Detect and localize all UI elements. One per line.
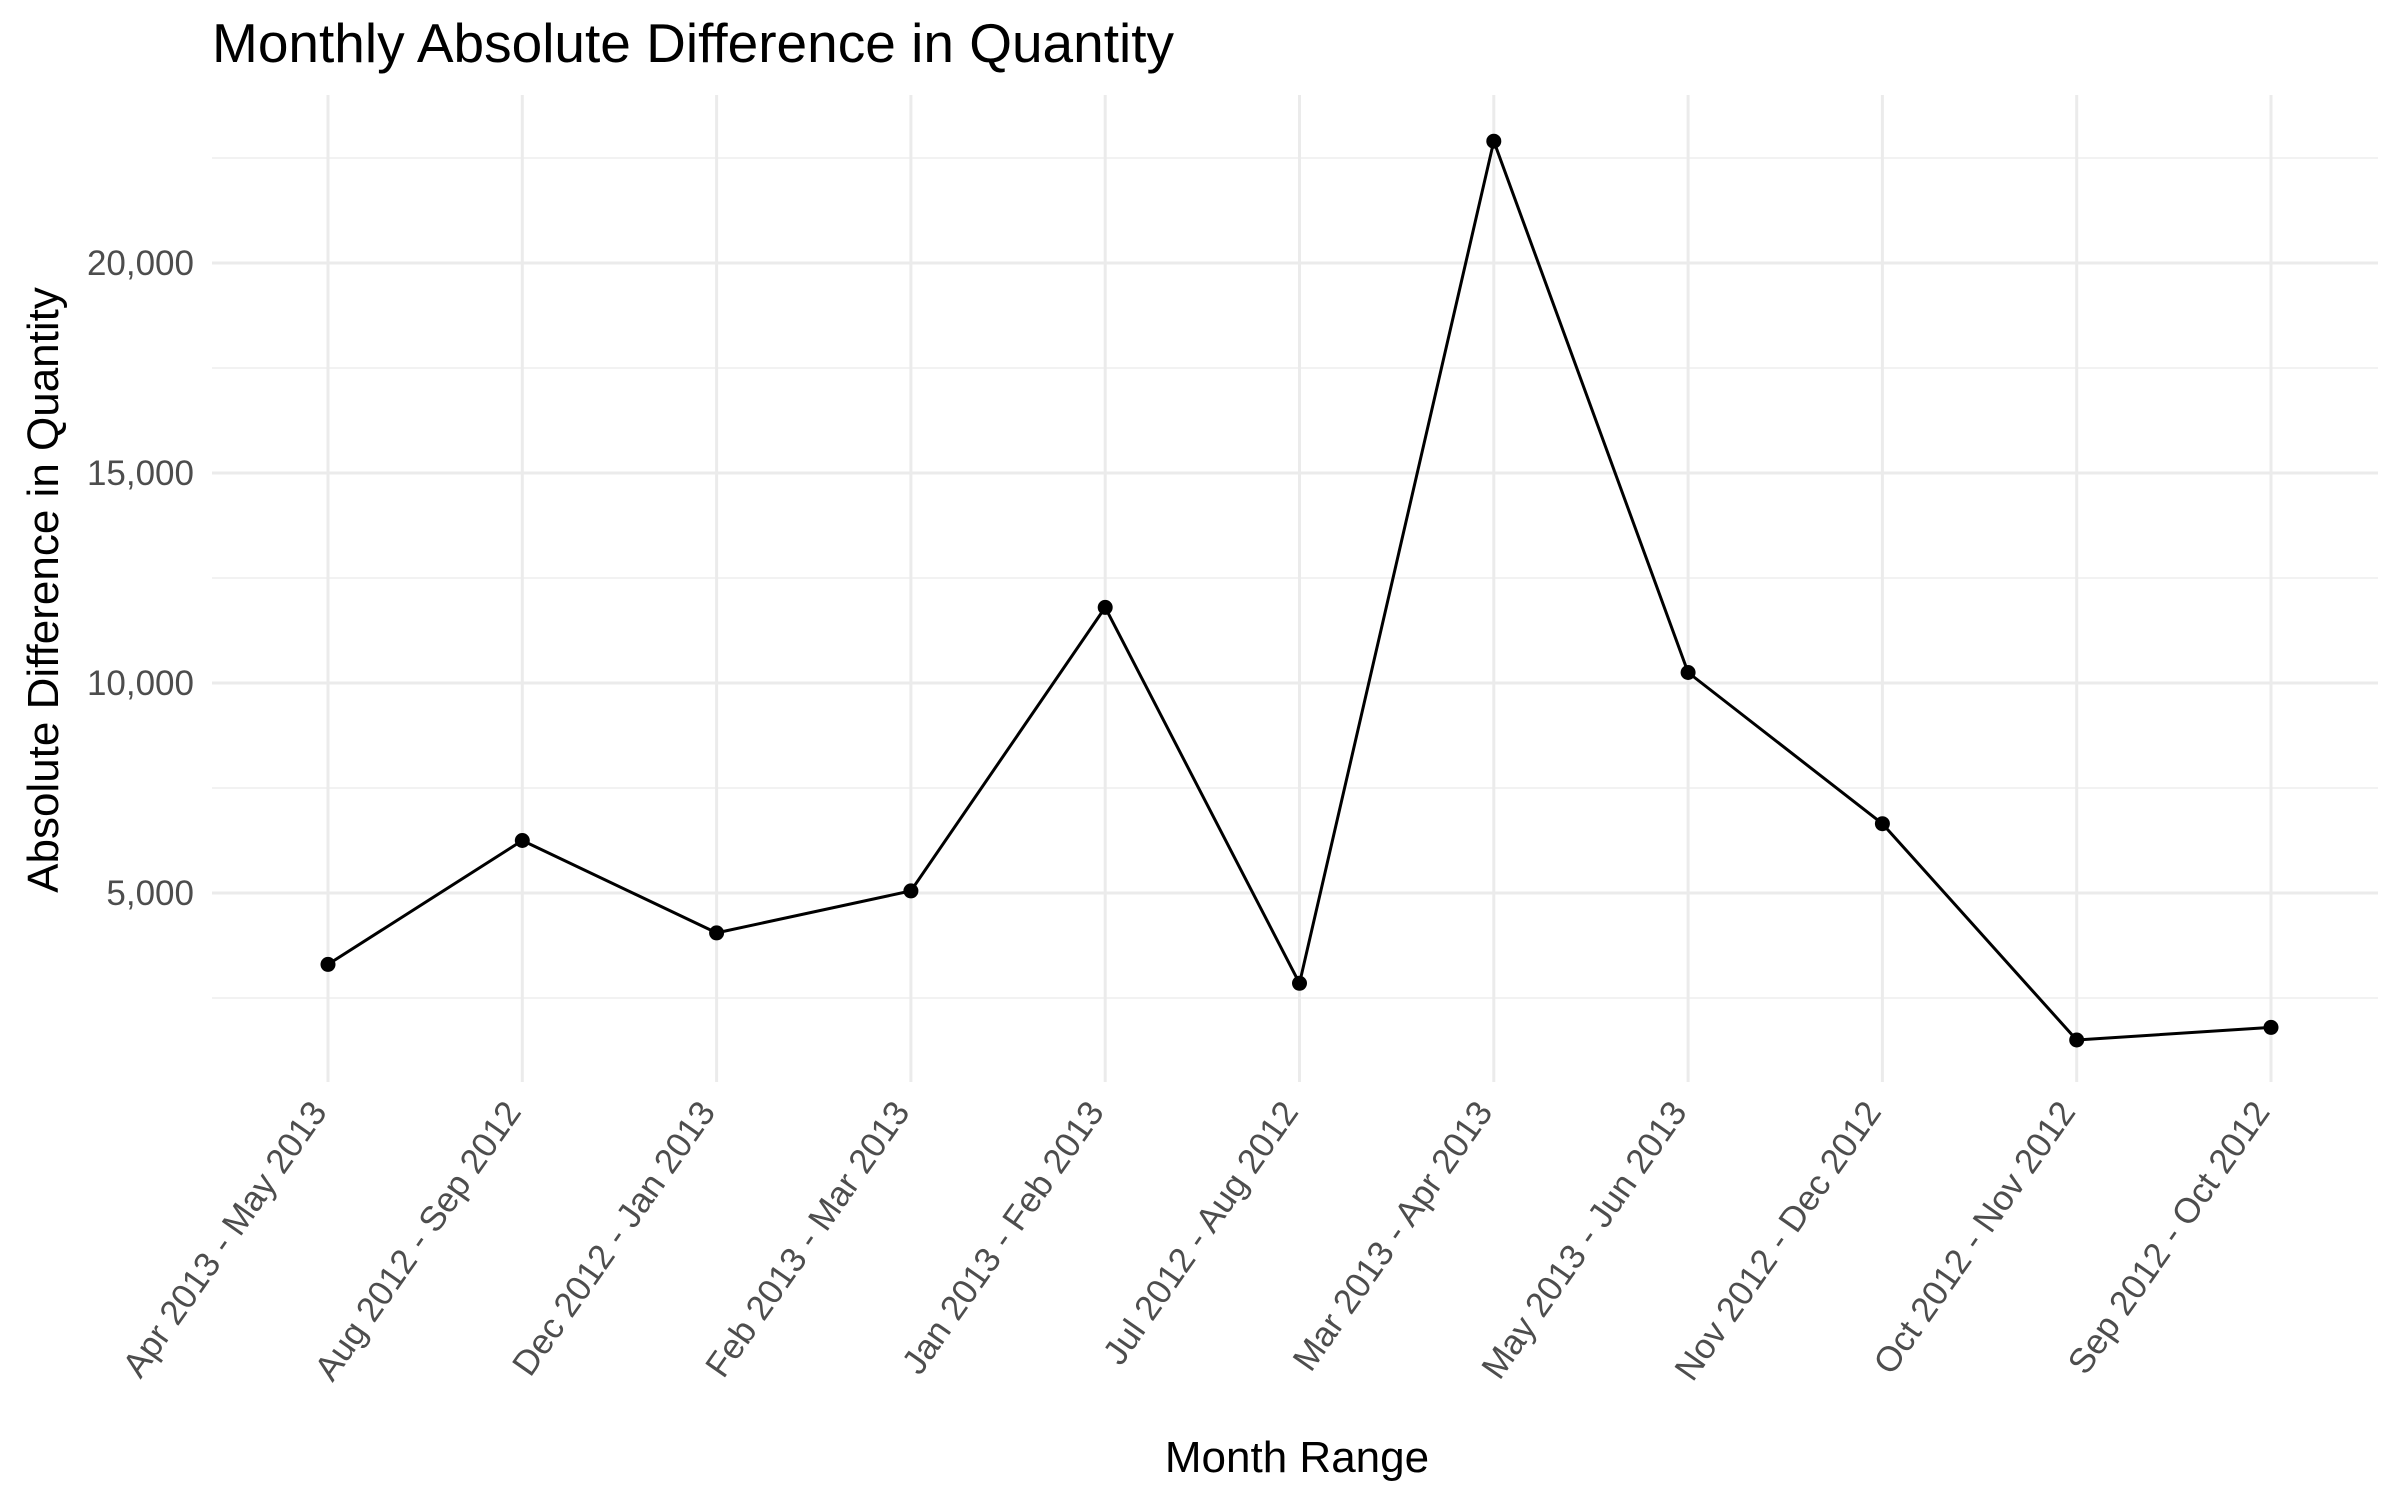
data-point	[2263, 1019, 2279, 1035]
grid-lines	[212, 95, 2378, 1082]
x-tick-label: Jan 2013 - Feb 2013	[895, 1094, 1112, 1381]
data-series	[320, 133, 2279, 1048]
y-tick-label: 15,000	[87, 454, 194, 493]
x-tick-label: Mar 2013 - Apr 2013	[1285, 1094, 1500, 1378]
data-point	[2069, 1032, 2085, 1048]
x-tick-label: Sep 2012 - Oct 2012	[2060, 1094, 2277, 1381]
x-tick-label: Jul 2012 - Aug 2012	[1096, 1094, 1307, 1371]
x-tick-label: Nov 2012 - Dec 2012	[1667, 1094, 1889, 1387]
data-point	[320, 956, 336, 972]
y-tick-label: 10,000	[87, 664, 194, 703]
x-tick-label: May 2013 - Jun 2013	[1474, 1094, 1695, 1386]
x-tick-label: Dec 2012 - Jan 2013	[505, 1094, 723, 1383]
data-point	[709, 925, 725, 941]
x-tick-label: Apr 2013 - May 2013	[115, 1094, 334, 1384]
x-tick-label: Feb 2013 - Mar 2013	[698, 1094, 917, 1384]
x-tick-label: Oct 2012 - Nov 2012	[1866, 1094, 2083, 1381]
x-axis-title: Month Range	[1165, 1433, 1429, 1482]
data-point	[1874, 816, 1890, 832]
chart-title: Monthly Absolute Difference in Quantity	[212, 12, 1175, 74]
data-point	[1486, 133, 1502, 149]
y-tick-label: 20,000	[87, 244, 194, 283]
data-point	[1680, 665, 1696, 680]
data-point	[1292, 975, 1307, 991]
data-point	[903, 883, 919, 899]
data-point	[1097, 599, 1113, 615]
y-axis-ticks: 5,000 10,000 15,000 20,000	[87, 244, 194, 913]
data-point	[514, 833, 530, 848]
y-tick-label: 5,000	[106, 874, 194, 913]
y-axis-title: Absolute Difference in Quantity	[19, 287, 68, 893]
x-tick-label: Aug 2012 - Sep 2012	[307, 1094, 529, 1387]
